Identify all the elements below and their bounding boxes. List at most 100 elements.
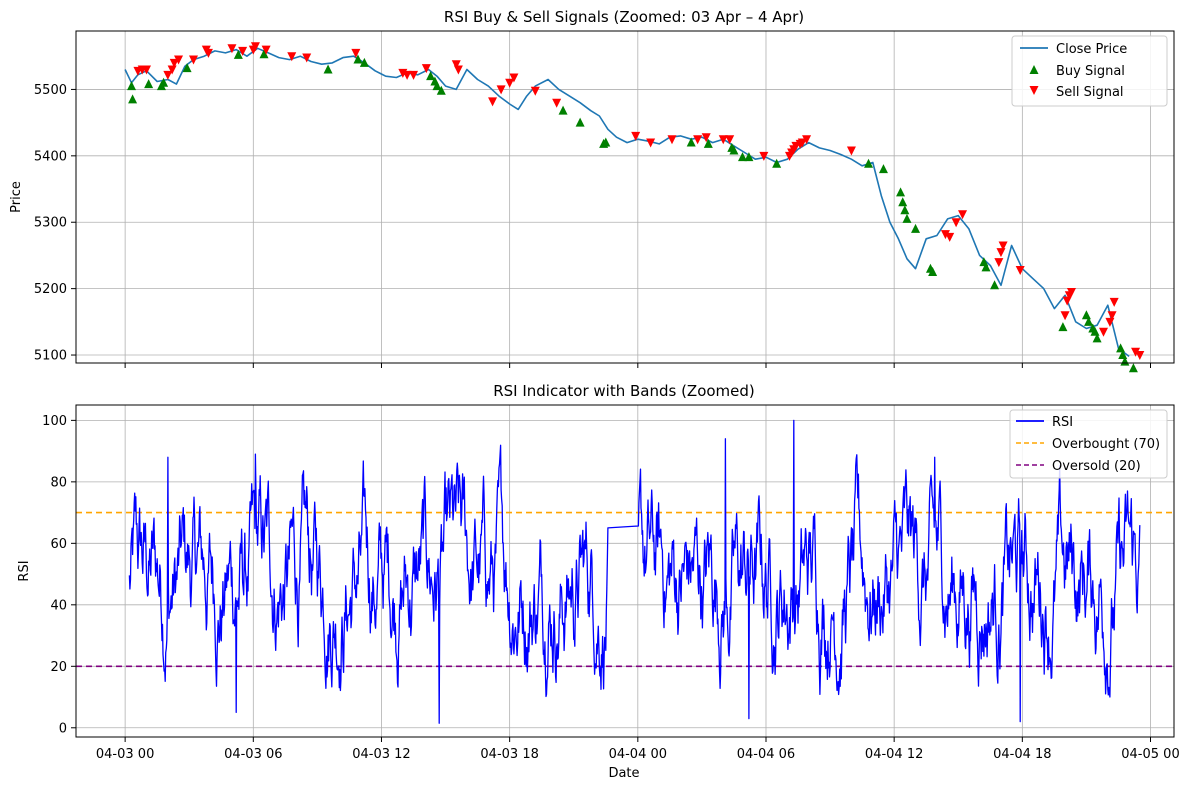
legend-sell-signal-label: Sell Signal bbox=[1056, 85, 1124, 100]
sell-signal-marker bbox=[552, 98, 562, 108]
buy-signal-marker bbox=[1058, 322, 1068, 332]
legend-buy-signal-label: Buy Signal bbox=[1056, 64, 1125, 79]
sell-signal-marker bbox=[1015, 266, 1025, 276]
sell-signal-marker bbox=[163, 70, 173, 80]
price-grid bbox=[76, 31, 1174, 363]
price-y-tick-label: 5200 bbox=[34, 282, 67, 297]
buy-signal-marker bbox=[353, 54, 363, 64]
buy-signal-marker bbox=[686, 137, 696, 147]
sell-signal-marker bbox=[846, 146, 856, 156]
price-chart-title: RSI Buy & Sell Signals (Zoomed: 03 Apr –… bbox=[444, 8, 804, 26]
sell-signal-marker bbox=[351, 48, 361, 58]
price-y-ticks: 5100 5200 5300 5400 5500 bbox=[34, 83, 76, 364]
x-tick-label: 04-05 00 bbox=[1121, 747, 1179, 762]
sell-signal-markers bbox=[133, 42, 1145, 361]
x-tick-label: 04-03 00 bbox=[96, 747, 154, 762]
sell-signal-marker bbox=[227, 44, 237, 54]
sell-signal-marker bbox=[1135, 351, 1145, 361]
sell-signal-marker bbox=[951, 218, 961, 228]
sell-signal-marker bbox=[945, 232, 955, 242]
buy-signal-marker bbox=[127, 81, 137, 91]
rsi-y-ticks: 0 20 40 60 80 100 bbox=[42, 414, 76, 736]
buy-signal-marker bbox=[1116, 343, 1126, 353]
rsi-y-tick-label: 20 bbox=[50, 660, 67, 675]
buy-signal-marker bbox=[1090, 326, 1100, 336]
price-y-tick-label: 5400 bbox=[34, 149, 67, 164]
sell-signal-marker bbox=[725, 135, 735, 145]
buy-signal-marker bbox=[159, 77, 169, 87]
sell-signal-marker bbox=[631, 131, 641, 141]
legend-close-price-label: Close Price bbox=[1056, 42, 1127, 57]
x-axis-label: Date bbox=[608, 766, 639, 781]
buy-signal-marker bbox=[359, 57, 369, 67]
rsi-panel: RSI Indicator with Bands (Zoomed) 0 20 40 6… bbox=[17, 382, 1180, 781]
sell-signal-marker bbox=[141, 65, 151, 75]
sell-signal-marker bbox=[1131, 347, 1141, 357]
sell-signal-marker bbox=[496, 85, 506, 95]
sell-signal-marker bbox=[169, 58, 179, 68]
price-y-axis-label: Price bbox=[9, 181, 24, 213]
sell-signal-marker bbox=[940, 230, 950, 240]
x-tick-label: 04-03 06 bbox=[224, 747, 282, 762]
rsi-legend-box bbox=[1009, 409, 1168, 479]
buy-signal-marker bbox=[575, 117, 585, 127]
buy-signal-marker bbox=[928, 267, 938, 277]
price-y-tick-label: 5100 bbox=[34, 349, 67, 364]
x-tick-label: 04-04 00 bbox=[609, 747, 667, 762]
x-tick-label: 04-03 18 bbox=[480, 747, 538, 762]
price-y-tick-label: 5500 bbox=[34, 83, 67, 98]
buy-signal-marker bbox=[144, 79, 154, 89]
sell-signal-marker bbox=[505, 78, 515, 88]
sell-signal-marker bbox=[409, 70, 419, 80]
buy-signal-marker bbox=[911, 223, 921, 233]
buy-signal-marker bbox=[900, 205, 910, 215]
buy-signal-marker bbox=[182, 63, 192, 73]
sell-signal-marker bbox=[302, 53, 312, 63]
rsi-chart-title: RSI Indicator with Bands (Zoomed) bbox=[493, 382, 755, 400]
rsi-y-tick-label: 60 bbox=[50, 537, 67, 552]
sell-signal-marker bbox=[998, 241, 1008, 251]
buy-signal-marker bbox=[436, 85, 446, 95]
sell-signal-marker bbox=[402, 70, 412, 80]
price-panel: RSI Buy & Sell Signals (Zoomed: 03 Apr –… bbox=[9, 8, 1175, 373]
legend-rsi-label: RSI bbox=[1052, 415, 1073, 430]
sell-signal-marker bbox=[453, 65, 463, 75]
buy-signal-marker bbox=[1092, 333, 1102, 343]
price-series bbox=[124, 47, 1130, 358]
sell-signal-marker bbox=[797, 138, 807, 148]
sell-signal-marker bbox=[530, 86, 540, 96]
sell-signal-marker bbox=[701, 133, 711, 143]
buy-signal-marker bbox=[896, 187, 906, 197]
sell-signal-marker bbox=[509, 73, 519, 83]
buy-signal-marker bbox=[1084, 316, 1094, 326]
buy-signal-marker bbox=[898, 197, 908, 207]
sell-signal-marker bbox=[994, 258, 1004, 268]
sell-signal-marker bbox=[646, 138, 656, 148]
price-axes-frame bbox=[75, 30, 1175, 364]
price-legend-box bbox=[1011, 35, 1168, 107]
rsi-y-tick-label: 40 bbox=[50, 598, 67, 613]
sell-signal-marker bbox=[167, 65, 177, 75]
sell-signal-marker bbox=[958, 210, 968, 220]
sell-signal-marker bbox=[1107, 311, 1117, 321]
buy-signal-marker bbox=[737, 152, 747, 162]
rsi-series bbox=[128, 419, 1141, 724]
buy-signal-marker bbox=[981, 262, 991, 272]
buy-signal-marker bbox=[772, 158, 782, 168]
legend-oversold-label: Oversold (20) bbox=[1052, 459, 1141, 474]
sell-signal-marker bbox=[261, 45, 271, 55]
close-price-line bbox=[124, 47, 1130, 358]
buy-signal-marker bbox=[128, 94, 138, 104]
x-tick-label: 04-04 06 bbox=[737, 747, 795, 762]
rsi-y-tick-label: 100 bbox=[42, 414, 67, 429]
sell-signal-marker bbox=[287, 52, 297, 62]
buy-signal-marker bbox=[233, 49, 243, 59]
rsi-line bbox=[128, 419, 1141, 724]
x-tick-label: 04-04 18 bbox=[993, 747, 1051, 762]
buy-signal-marker bbox=[259, 49, 269, 59]
sell-signal-marker bbox=[188, 55, 198, 65]
legend-overbought-label: Overbought (70) bbox=[1052, 437, 1160, 452]
buy-signal-markers bbox=[127, 49, 1138, 373]
sell-signal-marker bbox=[488, 97, 498, 107]
